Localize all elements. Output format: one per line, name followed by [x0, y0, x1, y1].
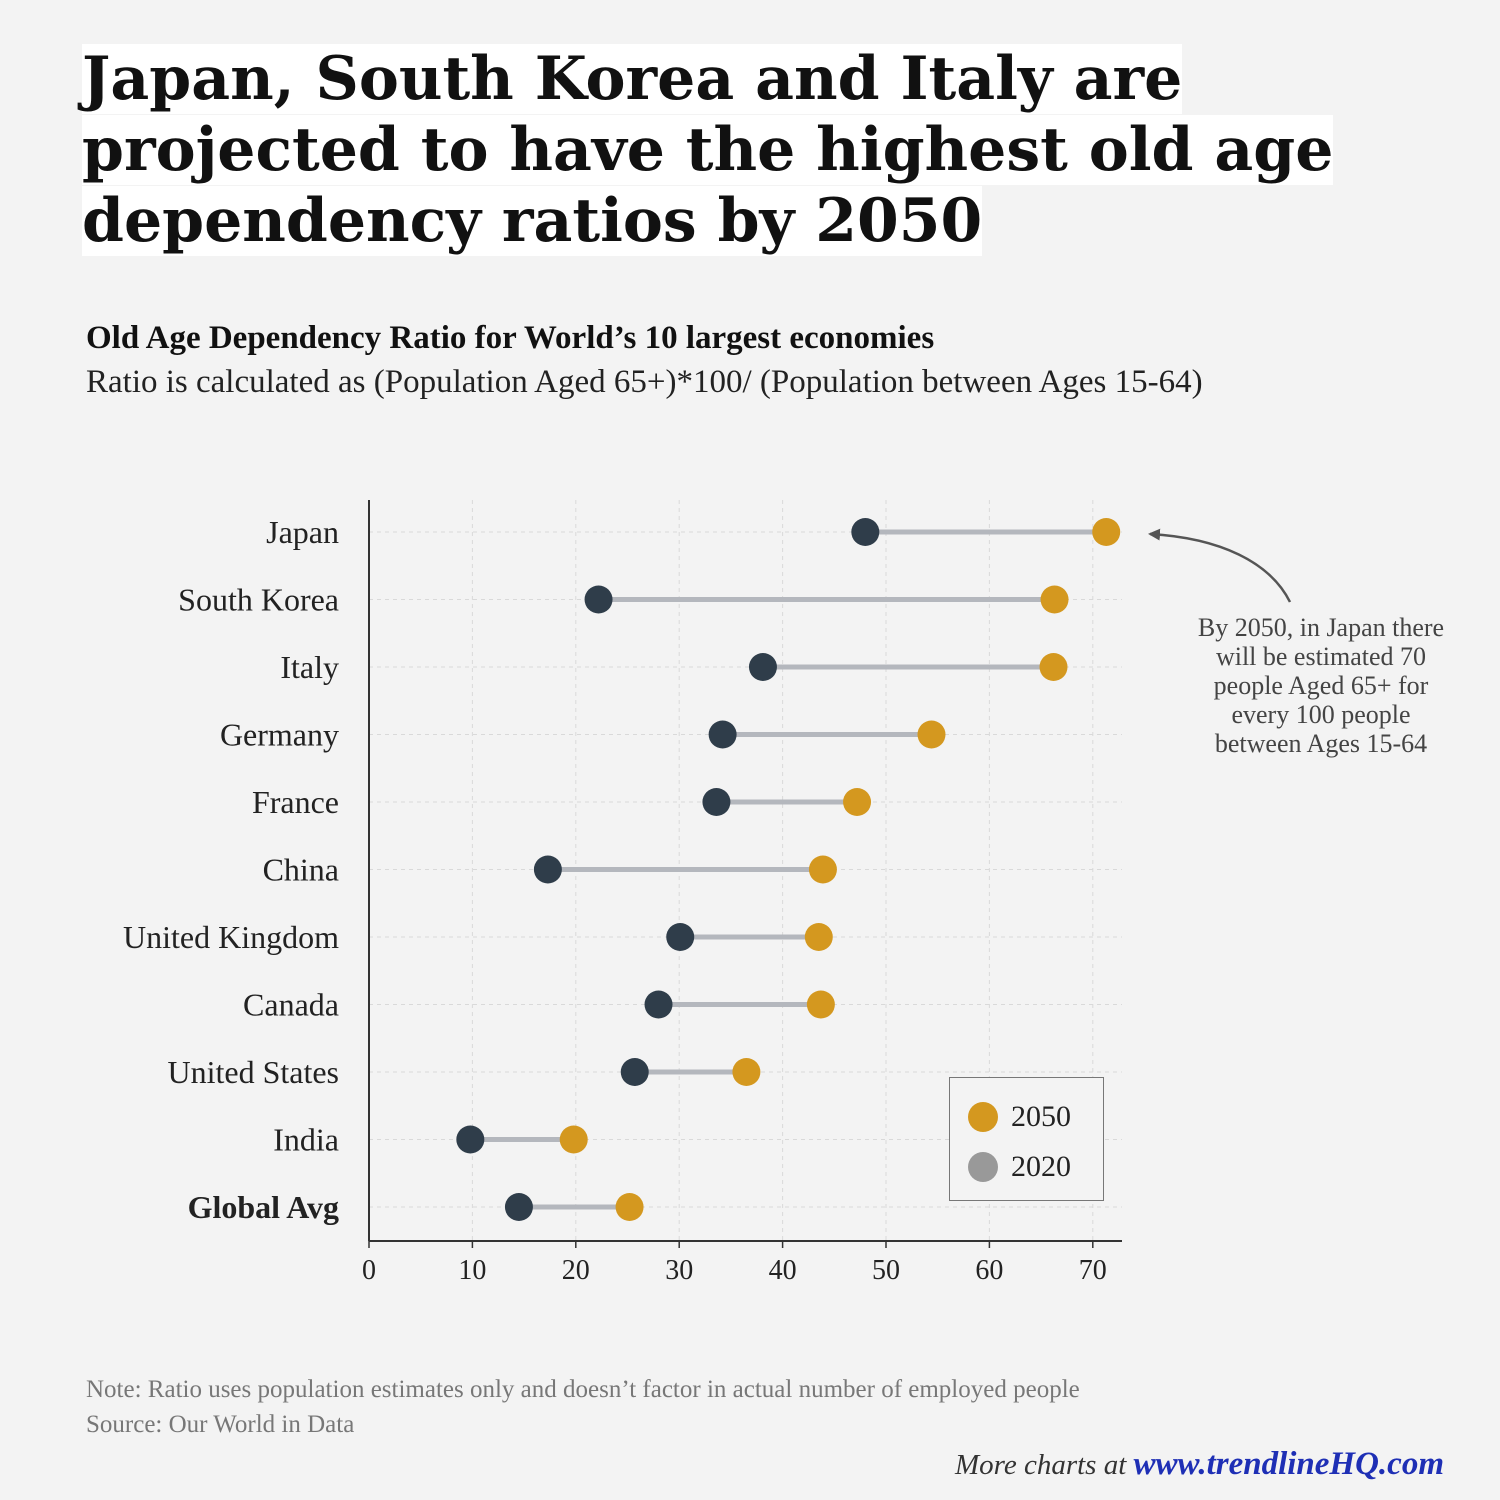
dot-2050 [559, 1125, 588, 1154]
x-tick-label: 30 [665, 1255, 693, 1286]
dot-2050 [1092, 518, 1121, 546]
dot-2050 [732, 1058, 761, 1086]
japan-annotation: By 2050, in Japan there will be estimate… [1197, 613, 1445, 758]
credit-prefix: More charts at [954, 1449, 1127, 1481]
dot-2050 [615, 1193, 644, 1221]
headline-text: Japan, South Korea and Italy are project… [82, 44, 1334, 256]
dot-2050 [917, 720, 946, 749]
category-label: United States [167, 1054, 339, 1090]
category-label: South Korea [178, 582, 339, 618]
credit-line: More charts at www.trendlineHQ.com [955, 1446, 1444, 1483]
dot-2020 [533, 855, 562, 884]
category-label: France [252, 784, 339, 820]
x-tick-label: 20 [562, 1255, 590, 1286]
footnote: Note: Ratio uses population estimates on… [86, 1376, 1080, 1403]
dot-2050 [1040, 585, 1069, 614]
annotation-arrow [1148, 528, 1292, 603]
category-label: Japan [266, 514, 339, 550]
x-tick-label: 60 [975, 1255, 1003, 1286]
category-label: Global Avg [188, 1189, 339, 1225]
x-tick-label: 70 [1079, 1255, 1107, 1286]
chart-formula-subtitle: Ratio is calculated as (Population Aged … [86, 364, 1203, 400]
chart-headline: Japan, South Korea and Italy are project… [82, 44, 1462, 257]
dot-2020 [748, 653, 777, 681]
x-tick-label: 10 [458, 1255, 486, 1286]
dot-2020 [504, 1193, 533, 1221]
dot-2020 [456, 1125, 485, 1154]
x-tick-label: 0 [362, 1255, 376, 1286]
legend-label-2020: 2020 [1011, 1150, 1071, 1183]
dot-2020 [666, 923, 695, 951]
dot-2050 [804, 923, 833, 951]
x-tick-label: 40 [769, 1255, 797, 1286]
legend-item-2050: 2050 [968, 1100, 1071, 1134]
dot-2050 [806, 990, 835, 1019]
category-label: Italy [280, 649, 339, 685]
dot-2020 [708, 720, 737, 749]
dot-2020 [584, 585, 613, 614]
dot-2020 [644, 990, 673, 1019]
dot-2050 [1039, 653, 1068, 681]
dot-2050 [808, 855, 837, 884]
x-tick-label: 50 [872, 1255, 900, 1286]
legend-item-2020: 2020 [968, 1150, 1071, 1184]
dot-2020 [702, 788, 731, 816]
credit-link[interactable]: www.trendlineHQ.com [1133, 1446, 1444, 1482]
legend: 2050 2020 [949, 1077, 1104, 1201]
category-label: China [263, 852, 339, 888]
legend-swatch-2050 [968, 1102, 998, 1132]
category-label: United Kingdom [123, 919, 339, 955]
dot-2020 [620, 1058, 649, 1086]
dot-2050 [843, 788, 872, 816]
category-label: Germany [220, 717, 339, 753]
legend-swatch-2020 [968, 1152, 998, 1182]
category-label: Canada [243, 987, 339, 1023]
legend-label-2050: 2050 [1011, 1100, 1071, 1133]
source-note: Source: Our World in Data [86, 1411, 355, 1438]
dot-2020 [851, 518, 880, 546]
chart-subtitle: Old Age Dependency Ratio for World’s 10 … [86, 320, 935, 356]
dumbbell-chart: Japan South Korea Italy Germany France China U… [123, 500, 1292, 1286]
category-label: India [273, 1122, 339, 1158]
